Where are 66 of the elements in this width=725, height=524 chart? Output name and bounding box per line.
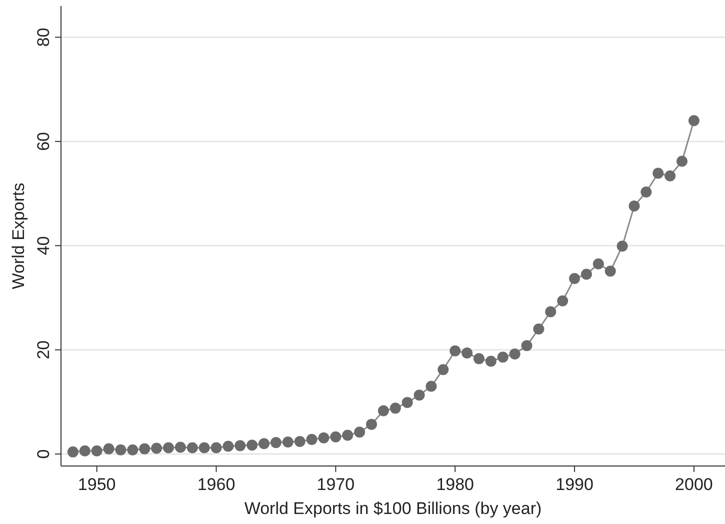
point <box>688 115 700 126</box>
x-tick-label: 1990 <box>556 475 594 494</box>
y-tick-label: 20 <box>34 340 53 360</box>
point <box>306 434 318 445</box>
point <box>258 438 270 450</box>
point <box>366 418 378 430</box>
point <box>462 347 473 358</box>
point <box>282 436 294 448</box>
point <box>521 340 532 352</box>
point <box>91 445 102 456</box>
x-tick-label: 1980 <box>436 475 474 494</box>
x-axis-title: World Exports in $100 Billions (by year) <box>244 499 542 518</box>
point <box>210 442 222 454</box>
point <box>580 268 592 280</box>
point <box>318 432 330 444</box>
point <box>378 405 389 416</box>
point <box>545 306 556 318</box>
point <box>342 430 354 441</box>
point <box>330 431 342 442</box>
point <box>270 437 282 448</box>
point <box>485 356 496 367</box>
point <box>640 186 652 198</box>
point <box>115 444 126 456</box>
point <box>103 443 114 454</box>
y-tick-label: 0 <box>34 449 53 459</box>
point <box>294 436 306 448</box>
point <box>652 168 664 179</box>
point <box>67 446 78 458</box>
point <box>151 442 162 454</box>
point <box>186 442 198 454</box>
point <box>426 380 437 392</box>
point <box>569 272 580 284</box>
y-tick-label: 80 <box>34 28 53 47</box>
point <box>473 353 484 364</box>
point <box>604 266 616 277</box>
point <box>592 258 604 270</box>
point <box>354 426 366 438</box>
point <box>414 390 425 401</box>
x-tick-label: 2000 <box>675 475 713 494</box>
point <box>79 445 90 456</box>
point <box>497 352 508 363</box>
point <box>628 200 640 212</box>
x-tick-label: 1950 <box>78 475 116 494</box>
point <box>450 345 461 356</box>
point <box>127 444 138 456</box>
point <box>557 295 568 306</box>
point <box>676 156 688 167</box>
point <box>664 170 676 182</box>
point <box>616 240 628 252</box>
y-tick-label: 60 <box>34 132 53 151</box>
point <box>198 442 210 454</box>
point <box>234 440 246 452</box>
point <box>139 443 150 454</box>
point <box>246 440 258 451</box>
y-tick-label: 40 <box>34 236 53 256</box>
point <box>222 440 234 452</box>
point <box>533 323 544 334</box>
x-tick-label: 1970 <box>316 475 355 494</box>
point <box>174 442 186 453</box>
y-axis-title: World Exports <box>9 182 28 290</box>
point <box>162 442 174 454</box>
point <box>438 364 449 376</box>
point <box>509 348 520 360</box>
x-tick-label: 1960 <box>197 475 236 494</box>
point <box>402 396 413 408</box>
point <box>390 402 401 414</box>
